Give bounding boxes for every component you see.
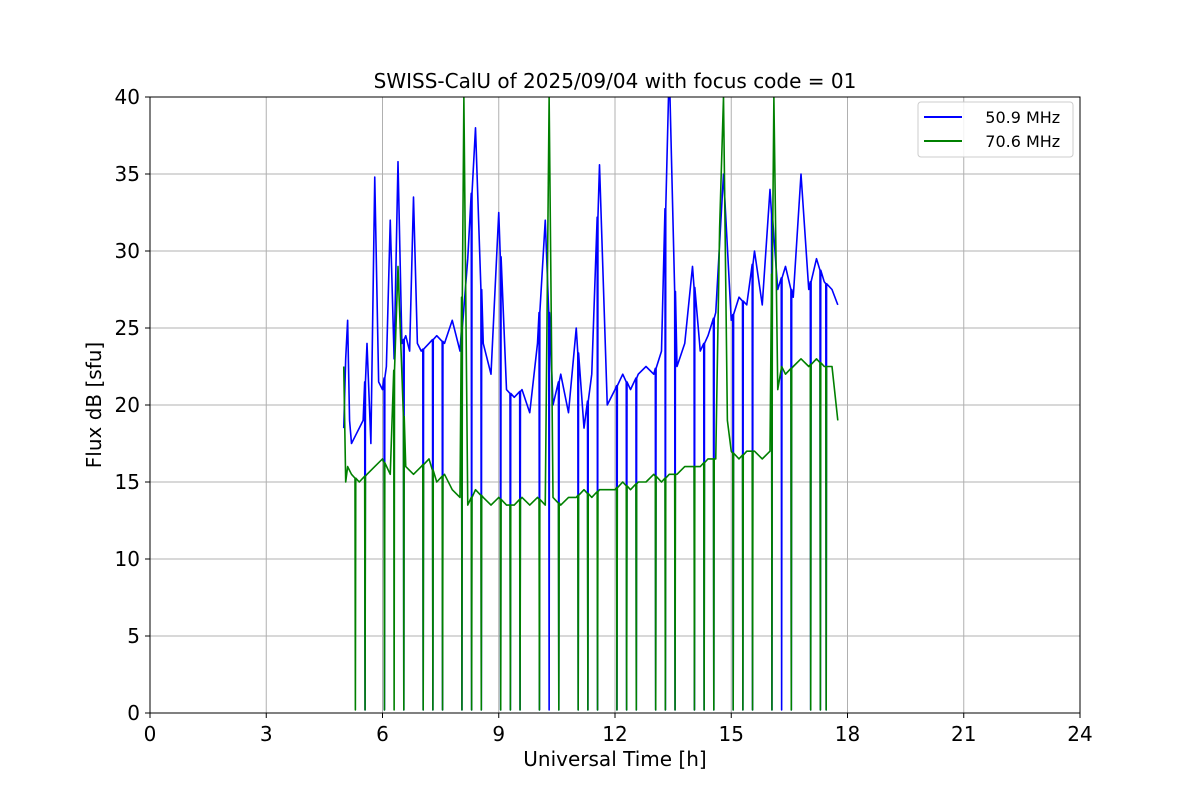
- y-tick-label: 35: [115, 162, 140, 186]
- legend-label-50-9: 50.9 MHz: [970, 108, 1060, 127]
- x-tick-label: 15: [719, 722, 744, 746]
- x-tick-label: 0: [144, 722, 157, 746]
- legend-box: [917, 101, 1074, 158]
- y-tick-label: 0: [127, 701, 140, 725]
- grid: [149, 96, 1081, 714]
- plot-frame: [149, 96, 1081, 714]
- y-axis-label: Flux dB [sfu]: [82, 342, 106, 468]
- y-tick-label: 10: [115, 547, 140, 571]
- axis-ticks: 0 3 6 9 12 15 18 21 24 0 5 10 15 20 25 30 35 40: [115, 85, 1093, 746]
- series-line-1: [342, 97, 839, 711]
- x-axis-label: Universal Time [h]: [523, 747, 706, 771]
- x-tick-label: 18: [835, 722, 860, 746]
- series-line-0: [342, 97, 839, 711]
- x-tick-label: 12: [602, 722, 627, 746]
- x-tick-label: 9: [492, 722, 505, 746]
- y-tick-label: 25: [115, 316, 140, 340]
- y-tick-label: 40: [115, 85, 140, 109]
- x-tick-label: 21: [951, 722, 976, 746]
- x-tick-label: 6: [376, 722, 389, 746]
- y-tick-label: 20: [115, 393, 140, 417]
- legend-label-70-6: 70.6 MHz: [970, 132, 1060, 151]
- series-layer: [342, 97, 839, 711]
- y-tick-label: 30: [115, 239, 140, 263]
- x-tick-label: 24: [1067, 722, 1092, 746]
- y-tick-label: 15: [115, 470, 140, 494]
- legend: 50.9 MHz 70.6 MHz: [917, 101, 1074, 158]
- x-tick-label: 3: [260, 722, 273, 746]
- y-tick-label: 5: [127, 624, 140, 648]
- chart-title: SWISS-CalU of 2025/09/04 with focus code…: [374, 69, 857, 93]
